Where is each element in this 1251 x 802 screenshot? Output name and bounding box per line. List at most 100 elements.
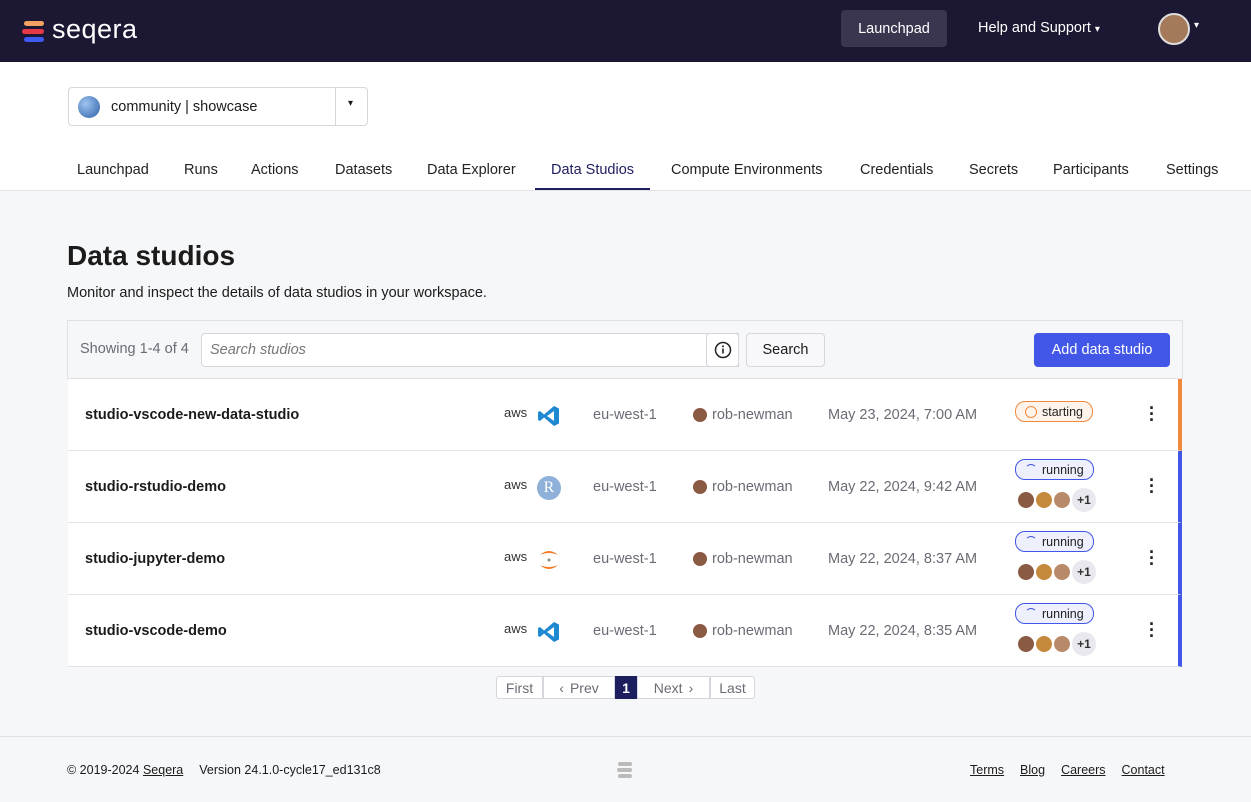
tab[interactable]: Launchpad (77, 162, 149, 178)
created-date: May 22, 2024, 8:37 AM (828, 551, 978, 567)
tab[interactable]: Data Explorer (427, 162, 516, 178)
avatar-caret: ▾ (1194, 20, 1200, 31)
tab[interactable]: Settings (1166, 162, 1219, 178)
tool-icon (536, 403, 562, 429)
participants: +1 (1016, 488, 1096, 512)
studio-name: studio-vscode-demo (85, 623, 227, 639)
jupyter-logo (540, 551, 558, 569)
cloud-label: aws (504, 404, 528, 420)
footer-link[interactable]: Blog (1020, 763, 1046, 777)
footer-link[interactable]: Terms (970, 763, 1005, 777)
studio-name: studio-jupyter-demo (85, 551, 226, 567)
help-menu[interactable]: Help and Support ▾ (978, 20, 1100, 36)
status-icon (1025, 405, 1037, 418)
next-arrow: › (688, 679, 694, 696)
search-input[interactable]: Search studios (201, 333, 739, 367)
studio-name: studio-rstudio-demo (85, 479, 226, 495)
user-avatar (693, 408, 707, 422)
logo-text: seqera (52, 14, 138, 44)
user: rob-newman (712, 407, 793, 423)
participant-avatar (1016, 562, 1036, 582)
logo-icon (22, 21, 44, 42)
footer-link[interactable]: Careers (1061, 763, 1106, 777)
status-badge: running (1015, 531, 1094, 552)
footer-links: Terms Blog Careers Contact (970, 763, 1165, 777)
first-page[interactable]: First (496, 676, 543, 699)
status-badge: running (1015, 603, 1094, 624)
next-page[interactable]: Next › (637, 676, 710, 699)
row-menu[interactable]: · · · (1149, 398, 1155, 430)
search-button[interactable]: Search (746, 333, 825, 367)
toolbar: Showing 1-4 of 4 Search studios Search A… (67, 320, 1183, 379)
studio-row[interactable]: studio-vscode-new-data-studio aws eu-west-… (68, 379, 1182, 451)
row-menu[interactable]: · · · (1149, 614, 1155, 646)
row-menu[interactable]: · · · (1149, 542, 1155, 574)
status-icon (1025, 607, 1037, 620)
workspace-selector[interactable]: community | showcase ▾ (68, 87, 368, 126)
footer-link[interactable]: Contact (1121, 763, 1165, 777)
tab[interactable]: Secrets (969, 162, 1019, 178)
user-avatar (693, 552, 707, 566)
status-label: running (1042, 606, 1084, 621)
vscode-logo (538, 622, 559, 642)
extra-participants: +1 (1072, 560, 1096, 584)
prev-label: Prev (569, 679, 599, 696)
row-menu[interactable]: · · · (1149, 470, 1155, 502)
version: Version 24.1.0-cycle17_ed131c8 (199, 763, 381, 777)
search-placeholder: Search studios (210, 342, 306, 358)
participant-avatar (1052, 562, 1072, 582)
launchpad-button[interactable]: Launchpad (841, 10, 947, 47)
add-studio-button[interactable]: Add data studio (1034, 333, 1170, 367)
status-label: running (1042, 462, 1084, 477)
top-bar: seqera Launchpad Help and Support ▾ ▾ (0, 0, 1251, 62)
info-button[interactable] (706, 333, 739, 367)
copyright: © 2019-2024 (67, 763, 140, 777)
user-avatar[interactable] (1158, 13, 1190, 45)
pagination: First ‹ Prev 1 Next › Last (496, 676, 755, 699)
participant-avatar (1034, 634, 1054, 654)
showing-count: Showing 1-4 of 4 (80, 341, 189, 357)
created-date: May 23, 2024, 7:00 AM (828, 407, 978, 423)
prev-arrow: ‹ (559, 679, 564, 696)
tab[interactable]: Datasets (335, 162, 393, 178)
tab[interactable]: Participants (1053, 162, 1129, 178)
workspace-caret: ▾ (348, 98, 354, 109)
tab[interactable]: Data Studios (551, 162, 635, 178)
tab[interactable]: Compute Environments (671, 162, 823, 178)
user: rob-newman (712, 623, 793, 639)
user: rob-newman (712, 551, 793, 567)
last-page[interactable]: Last (710, 676, 755, 699)
status-badge: starting (1015, 401, 1093, 422)
extra-participants: +1 (1072, 488, 1096, 512)
r-logo: R (537, 476, 561, 500)
prev-page[interactable]: ‹ Prev (543, 676, 615, 699)
participants: +1 (1016, 632, 1096, 656)
studio-row[interactable]: studio-jupyter-demo aws eu-west-1 rob-newma… (68, 523, 1182, 595)
tab[interactable]: Runs (184, 162, 218, 178)
created-date: May 22, 2024, 8:35 AM (828, 623, 978, 639)
tab[interactable]: Credentials (860, 162, 934, 178)
region: eu-west-1 (593, 407, 657, 423)
vscode-logo (538, 406, 559, 426)
company-link[interactable]: Seqera (142, 763, 184, 777)
studio-name: studio-vscode-new-data-studio (85, 407, 300, 423)
tool-icon: R (536, 475, 562, 501)
tab[interactable]: Actions (251, 162, 299, 178)
workspace-icon (78, 96, 100, 118)
current-page[interactable]: 1 (615, 676, 637, 699)
footer: © 2019-2024 Seqera Version 24.1.0-cycle17… (0, 736, 1251, 802)
active-tab-underline (535, 188, 650, 190)
participant-avatar (1052, 490, 1072, 510)
footer-info: © 2019-2024 Seqera Version 24.1.0-cycle17… (67, 763, 381, 777)
studio-row[interactable]: studio-vscode-demo aws eu-west-1 rob-newman… (68, 595, 1182, 667)
tool-icon (536, 619, 562, 645)
page-subtitle: Monitor and inspect the details of data … (67, 285, 487, 301)
participant-avatar (1052, 634, 1072, 654)
region: eu-west-1 (593, 551, 657, 567)
participant-avatar (1034, 562, 1054, 582)
status-badge: running (1015, 459, 1094, 480)
tool-icon (536, 547, 562, 573)
divider (335, 88, 336, 125)
